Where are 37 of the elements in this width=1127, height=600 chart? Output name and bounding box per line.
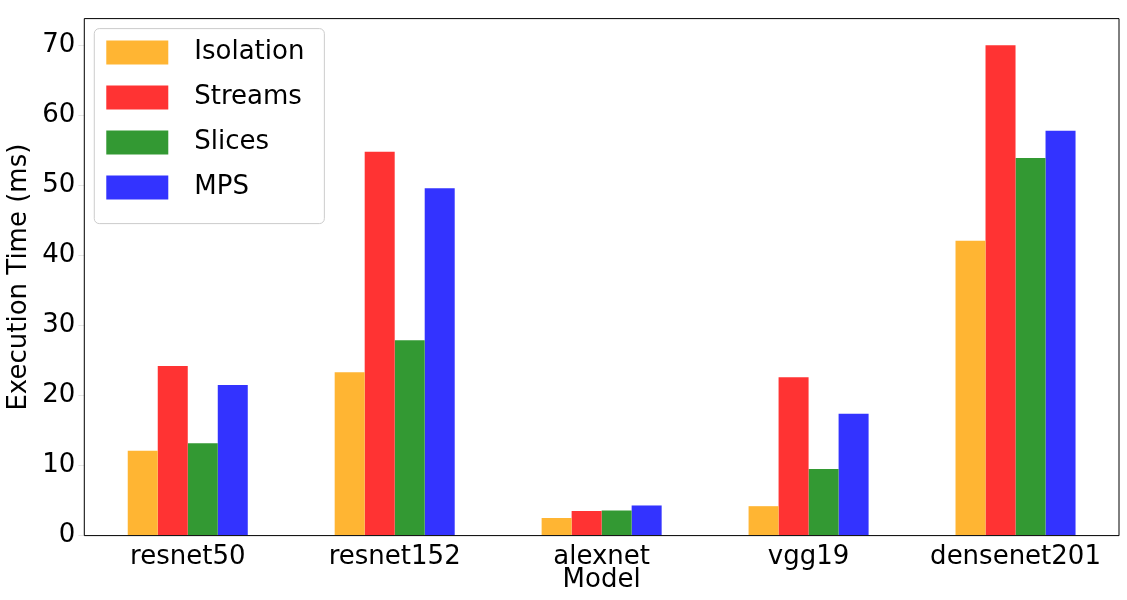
bar — [631, 505, 662, 536]
y-tick-label: 30 — [42, 308, 76, 339]
bar — [808, 469, 839, 536]
x-tick-label: vgg19 — [767, 539, 850, 570]
bar — [364, 151, 395, 536]
y-tick-label: 50 — [42, 168, 76, 199]
bar — [838, 413, 869, 536]
bar — [748, 506, 779, 536]
y-tick-label: 70 — [42, 27, 76, 58]
bar — [541, 518, 572, 536]
bar — [127, 450, 158, 536]
legend-label: Isolation — [194, 35, 305, 66]
legend-label: Streams — [194, 80, 302, 111]
bar — [424, 188, 455, 536]
legend-label: MPS — [194, 170, 249, 201]
x-tick-label: resnet152 — [328, 539, 461, 570]
bar — [778, 377, 809, 536]
bar — [1015, 158, 1046, 536]
y-tick-label: 10 — [42, 448, 76, 479]
y-tick-label: 60 — [42, 98, 76, 129]
bar — [334, 372, 365, 536]
y-tick-label: 40 — [42, 238, 76, 269]
bar — [217, 384, 248, 536]
bar — [955, 240, 986, 536]
bar — [571, 511, 602, 536]
y-tick-label: 0 — [58, 518, 76, 549]
bar — [157, 366, 188, 536]
legend-label: Slices — [194, 125, 270, 156]
x-tick-label: resnet50 — [130, 539, 246, 570]
bar — [985, 45, 1016, 536]
y-tick-label: 20 — [42, 378, 76, 409]
bar — [1045, 130, 1076, 536]
bar — [394, 340, 425, 536]
bar — [601, 510, 632, 536]
bar — [187, 443, 218, 536]
x-tick-label: densenet201 — [930, 539, 1101, 570]
y-axis-title: Execution Time (ms) — [2, 143, 33, 411]
